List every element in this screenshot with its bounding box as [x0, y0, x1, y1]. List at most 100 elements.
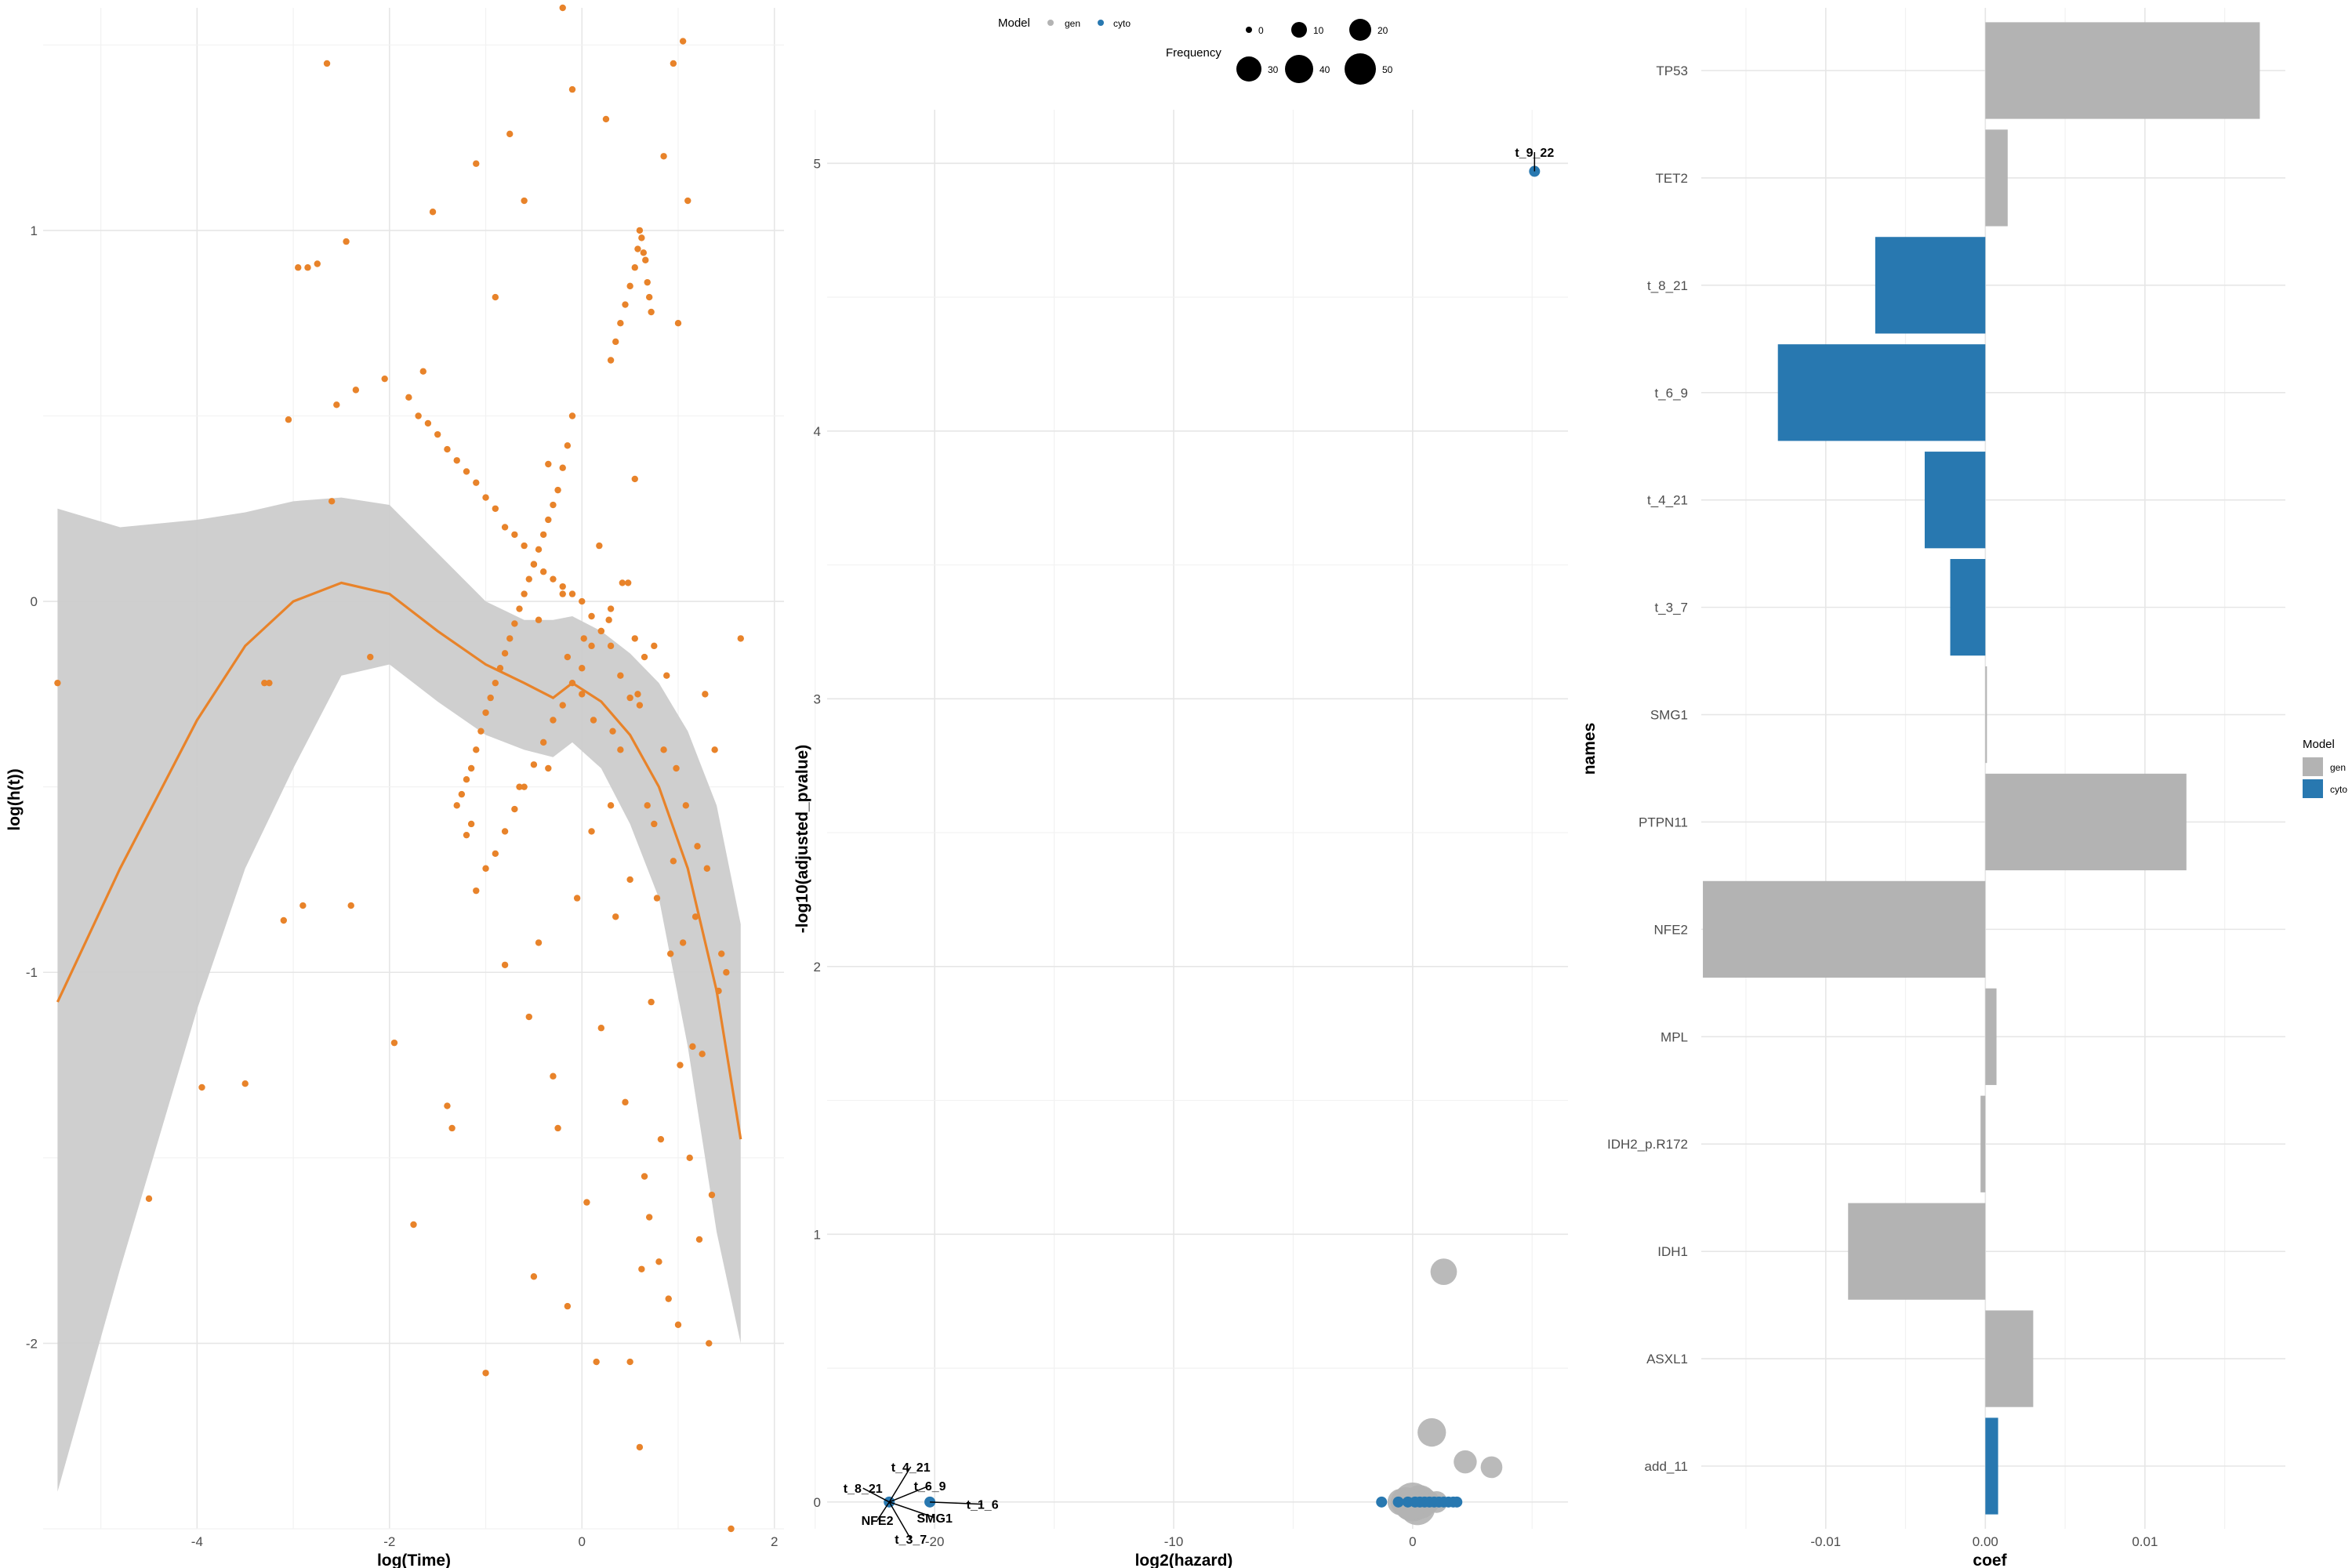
hazard-point — [352, 387, 360, 394]
hazard-point — [644, 278, 651, 286]
hazard-point — [521, 783, 528, 790]
legend-cyto-key — [1098, 20, 1104, 26]
hazard-point — [579, 597, 586, 605]
hazard-point — [657, 1135, 665, 1143]
hazard-point — [530, 761, 538, 768]
size-key-label: 20 — [1377, 25, 1388, 36]
hazard-point — [737, 635, 744, 642]
volcano-points — [884, 165, 1541, 1526]
legend-gen-key — [1047, 20, 1054, 26]
hazard-point — [501, 961, 509, 968]
hazard-point — [473, 160, 480, 167]
size-key-circle — [1236, 56, 1261, 82]
panel2-y-tick-label: 2 — [814, 960, 821, 975]
hazard-point — [501, 524, 509, 531]
hazard-point — [559, 590, 566, 597]
hazard-point — [641, 1173, 648, 1180]
hazard-point — [261, 679, 268, 687]
point-label: t_6_9 — [914, 1480, 946, 1494]
hazard-point — [641, 653, 648, 661]
hazard-point — [626, 876, 633, 884]
hazard-point — [702, 691, 709, 698]
hazard-point — [579, 691, 586, 698]
hazard-point — [597, 627, 605, 635]
hazard-point — [651, 642, 658, 650]
hazard-point — [390, 1039, 398, 1047]
hazard-point — [694, 843, 701, 850]
hazard-point — [516, 783, 523, 790]
hazard-point — [410, 1221, 417, 1229]
legend-gen-label: gen — [1065, 18, 1080, 29]
hazard-point — [593, 1358, 600, 1366]
panel3-x-tick-label: 0.01 — [2132, 1534, 2158, 1549]
size-key-label: 10 — [1313, 25, 1324, 36]
hazard-point — [482, 865, 489, 872]
hazard-point — [530, 1273, 538, 1280]
panel2-y-tick-label: 0 — [814, 1495, 821, 1510]
hazard-point — [559, 464, 566, 471]
hazard-point — [564, 1302, 572, 1310]
hazard-point — [419, 368, 426, 375]
panel2-y-tick-label: 3 — [814, 691, 821, 706]
panel2-legend: Model gen cyto Frequency 0 10 20 30 40 50 — [998, 16, 1393, 85]
panel2-x-axis-title: log2(hazard) — [1135, 1552, 1233, 1568]
label-leader-line — [889, 1501, 935, 1519]
hazard-point — [482, 709, 489, 717]
hazard-point — [323, 60, 331, 67]
hazard-point — [539, 531, 547, 539]
panel-volcano: t_9_22 t_4_21 t_8_21 t_6_9 t_1_6 NFE2 SMG1 t_3_… — [793, 16, 1568, 1568]
hazard-point — [711, 746, 718, 753]
hazard-point — [564, 653, 572, 661]
hazard-point — [525, 575, 532, 583]
panel3-category-label: IDH2_p.R172 — [1607, 1137, 1688, 1152]
hazard-point — [636, 1443, 644, 1451]
hazard-point — [550, 1073, 557, 1080]
hazard-point — [636, 702, 644, 709]
hazard-point — [645, 293, 653, 301]
hazard-point — [285, 416, 292, 423]
panel3-x-ticks: -0.01 0.00 0.01 — [1810, 1534, 2158, 1549]
hazard-point — [699, 1051, 706, 1058]
hazard-point — [511, 620, 518, 627]
hazard-point — [686, 1154, 693, 1162]
hazard-point — [482, 1370, 489, 1377]
hazard-point — [473, 479, 480, 486]
hazard-points — [54, 4, 744, 1533]
hazard-point — [612, 913, 619, 920]
hazard-point — [723, 969, 730, 976]
panel1-x-axis-title: log(Time) — [377, 1552, 451, 1568]
panel3-category-label: t_3_7 — [1654, 601, 1688, 615]
hazard-point — [634, 691, 641, 698]
panel1-y-ticks: -2 -1 0 1 — [26, 223, 38, 1352]
hazard-point — [588, 612, 595, 620]
hazard-point — [638, 234, 645, 241]
hazard-point — [607, 642, 615, 650]
panel3-category-label: SMG1 — [1650, 708, 1688, 723]
hazard-point — [299, 902, 307, 909]
hazard-point — [525, 1013, 532, 1021]
panel3-x-axis-title: coef — [1973, 1552, 2007, 1568]
hazard-point — [266, 679, 273, 687]
label-leader-line — [862, 1487, 890, 1503]
point-label: t_8_21 — [844, 1483, 883, 1496]
hazard-point — [653, 895, 661, 902]
hazard-point — [328, 498, 336, 505]
hazard-point — [596, 542, 603, 550]
panel2-y-tick-label: 5 — [814, 156, 821, 171]
panel1-y-axis-title: log(h(t)) — [5, 768, 24, 830]
hazard-point — [559, 4, 566, 12]
hazard-point — [545, 460, 552, 468]
panel1-x-ticks: -4 -2 0 2 — [191, 1534, 779, 1549]
panel3-category-label: add_11 — [1645, 1459, 1688, 1474]
hazard-point — [640, 249, 648, 256]
hazard-point — [617, 746, 624, 753]
panel3-category-label: t_8_21 — [1647, 278, 1688, 293]
hazard-point — [670, 60, 677, 67]
panel1-y-tick-label: -2 — [26, 1336, 38, 1351]
hazard-point — [539, 739, 547, 746]
coef-bar — [1985, 1417, 1998, 1515]
size-key-circle — [1345, 53, 1376, 85]
hazard-point — [703, 865, 711, 872]
hazard-point — [550, 501, 557, 509]
